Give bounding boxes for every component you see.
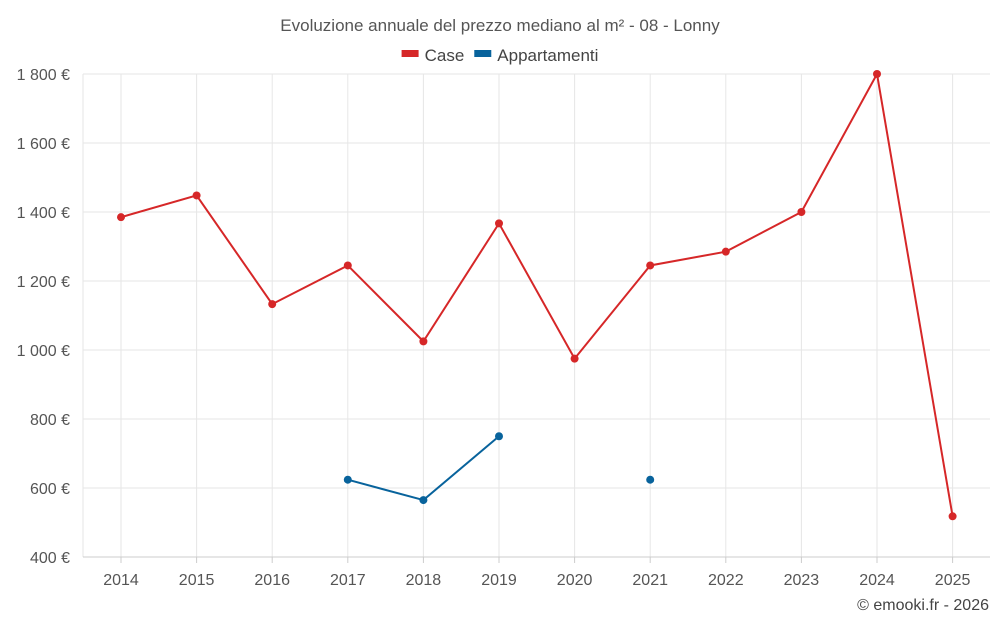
x-tick-label: 2018 bbox=[406, 572, 442, 589]
legend-swatch bbox=[401, 50, 419, 57]
legend: Case Appartamenti bbox=[401, 46, 598, 65]
x-tick-label: 2015 bbox=[179, 572, 215, 589]
y-tick-label: 1 800 € bbox=[17, 67, 70, 84]
x-tick-label: 2024 bbox=[859, 572, 895, 589]
y-tick-label: 400 € bbox=[30, 550, 70, 567]
grid bbox=[83, 73, 990, 557]
y-tick-label: 600 € bbox=[30, 481, 70, 498]
series-case bbox=[117, 70, 957, 521]
legend-label: Case bbox=[425, 46, 465, 65]
data-point[interactable] bbox=[192, 191, 201, 200]
x-tick-label: 2016 bbox=[254, 572, 290, 589]
data-point[interactable] bbox=[495, 219, 503, 228]
series-line bbox=[120, 71, 954, 517]
data-point[interactable] bbox=[948, 512, 957, 521]
data-point[interactable] bbox=[419, 496, 428, 505]
y-tick-label: 1 000 € bbox=[17, 343, 70, 360]
legend-label: Appartamenti bbox=[497, 46, 598, 65]
y-tick-label: 800 € bbox=[30, 412, 70, 429]
y-tick-label: 1 400 € bbox=[17, 205, 70, 222]
x-tick-label: 2020 bbox=[557, 572, 593, 589]
data-point[interactable] bbox=[797, 208, 806, 216]
legend-swatch bbox=[474, 50, 492, 57]
x-tick-label: 2017 bbox=[330, 572, 366, 589]
data-point[interactable] bbox=[721, 247, 730, 256]
x-axis: 2014 2015 2016 2017 2018 2019 2020 2021 2022 2023… bbox=[83, 556, 990, 589]
data-point[interactable] bbox=[117, 213, 125, 222]
data-point[interactable] bbox=[646, 261, 655, 270]
data-point[interactable] bbox=[343, 261, 352, 270]
credit: © emooki.fr - 2026 bbox=[857, 597, 989, 614]
y-tick-label: 1 200 € bbox=[17, 274, 70, 291]
data-point[interactable] bbox=[873, 70, 881, 78]
legend-item-case[interactable]: Case bbox=[401, 46, 465, 65]
y-axis: 400 € 600 € 800 € 1 000 € 1 200 € 1 400 € 1 60… bbox=[17, 67, 84, 567]
x-tick-label: 2022 bbox=[708, 572, 744, 589]
data-point[interactable] bbox=[343, 475, 352, 484]
x-tick-label: 2014 bbox=[103, 572, 139, 589]
data-point[interactable] bbox=[419, 337, 428, 346]
y-tick-label: 1 600 € bbox=[17, 136, 70, 153]
chart-title: Evoluzione annuale del prezzo mediano al… bbox=[280, 16, 720, 35]
x-tick-label: 2019 bbox=[481, 572, 517, 589]
series bbox=[117, 70, 957, 521]
data-point[interactable] bbox=[646, 475, 655, 484]
series-appartamenti bbox=[343, 432, 655, 505]
x-tick-label: 2021 bbox=[632, 572, 668, 589]
legend-item-appartamenti[interactable]: Appartamenti bbox=[474, 46, 598, 65]
data-point[interactable] bbox=[570, 354, 579, 363]
x-tick-label: 2025 bbox=[935, 572, 971, 589]
data-point[interactable] bbox=[495, 432, 503, 441]
x-tick-label: 2023 bbox=[784, 572, 820, 589]
data-point[interactable] bbox=[268, 300, 277, 309]
